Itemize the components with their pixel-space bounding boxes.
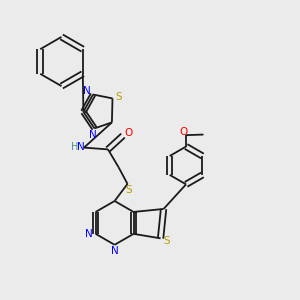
Text: O: O: [179, 127, 187, 136]
Text: H: H: [71, 142, 78, 152]
Text: O: O: [124, 128, 133, 138]
Text: N: N: [111, 246, 119, 256]
Text: N: N: [77, 142, 85, 152]
Text: S: S: [163, 236, 170, 246]
Text: N: N: [83, 86, 91, 97]
Text: N: N: [85, 229, 93, 239]
Text: S: S: [115, 92, 122, 102]
Text: S: S: [125, 185, 132, 195]
Text: N: N: [89, 130, 97, 140]
